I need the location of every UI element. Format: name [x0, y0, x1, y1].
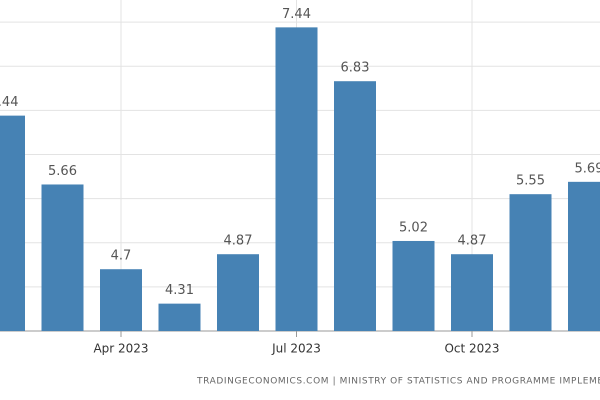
bar	[509, 194, 552, 331]
value-label: 4.87	[458, 234, 487, 249]
value-label: 5.02	[399, 220, 428, 235]
bar	[217, 254, 259, 331]
bar	[334, 81, 376, 332]
bar	[392, 240, 435, 331]
value-label: 6.44	[0, 95, 18, 110]
x-tick-label: Apr 2023	[93, 342, 148, 356]
value-label: 5.69	[575, 161, 600, 176]
bar	[158, 303, 201, 331]
value-label: 6.83	[341, 61, 370, 76]
bar	[275, 27, 318, 331]
value-label: 7.44	[282, 7, 311, 22]
bar	[0, 115, 25, 331]
value-label: 5.55	[516, 174, 545, 189]
value-label: 5.66	[48, 164, 77, 179]
bar	[568, 181, 600, 331]
x-tick-label: Oct 2023	[444, 342, 499, 356]
bar	[41, 184, 84, 331]
source-note: TRADINGECONOMICS.COM | MINISTRY OF STATI…	[196, 377, 600, 387]
value-label: 4.31	[165, 283, 194, 298]
bar	[100, 269, 142, 331]
value-label: 4.7	[111, 249, 132, 264]
x-tick-label: Jul 2023	[271, 342, 321, 356]
bar	[451, 254, 493, 331]
value-label: 4.87	[224, 234, 253, 249]
